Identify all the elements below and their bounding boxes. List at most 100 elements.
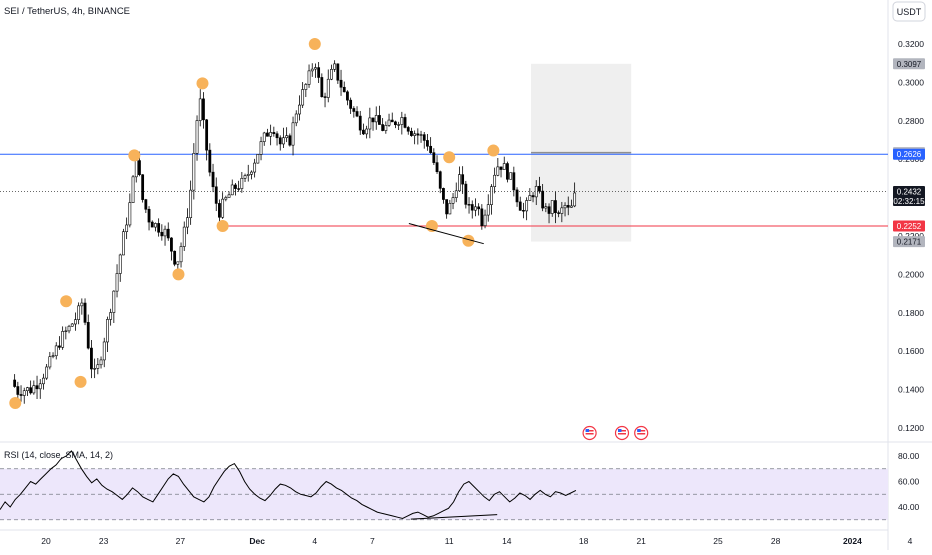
candle-down [160,231,164,237]
candle-down [426,140,429,147]
candle-up [93,368,97,370]
candle-down [355,111,359,117]
candle-up [246,174,250,176]
us-flag-icon-canton [637,429,641,432]
candle-down [362,129,365,135]
pivot-marker[interactable] [9,397,22,410]
candle-down [278,137,282,145]
candle-down [461,174,465,185]
candle-down [429,145,433,153]
box-bottom-tag[interactable] [893,236,925,248]
candle-up [387,119,391,126]
candle-up [397,124,401,126]
candle-down [141,174,145,200]
candle-up [48,356,52,368]
us-flag-icon[interactable] [614,425,630,441]
candle-down [346,91,349,101]
candle-up [483,214,487,227]
candle-up [253,162,257,173]
candle-down [358,115,362,131]
price-tick-label: 0.3000 [898,77,924,87]
pivot-marker[interactable] [487,144,500,157]
us-flag-icon-canton [585,429,590,432]
candle-down [512,172,516,191]
currency-label[interactable]: USDT [897,7,922,17]
box-top-tag[interactable] [893,58,925,70]
pivot-marker[interactable] [443,151,456,164]
candle-up [285,135,289,139]
candle-down [336,63,340,81]
candle-up [67,325,71,332]
candle-down [35,385,39,390]
candle-up [374,115,378,123]
candle-up [64,330,68,332]
candle-up [384,125,388,131]
candle-down [435,162,439,173]
candle-down [406,127,410,132]
resistance-tag[interactable] [893,148,925,160]
candle-down [288,135,292,146]
last-price-tag[interactable] [893,185,925,206]
candle-up [42,377,45,385]
pivot-marker[interactable] [60,295,73,308]
pivot-marker[interactable] [216,220,229,233]
candle-down [234,184,237,189]
support-tag[interactable] [893,220,925,232]
candle-down [16,386,20,395]
time-tick-label: 20 [41,536,51,546]
candle-up [310,68,314,72]
candle-up [486,204,490,216]
us-flag-icon[interactable] [634,425,649,441]
candle-down [531,195,535,198]
candle-up [496,166,500,176]
candle-up [118,254,122,274]
pivot-marker[interactable] [74,375,87,388]
candle-up [61,331,65,348]
pivot-marker[interactable] [462,234,475,247]
rsi-title: RSI (14, close, SMA, 14, 2) [4,450,113,460]
candle-down [541,190,545,209]
candle-up [176,261,180,265]
candle-down [266,132,269,137]
candle-up [125,224,129,232]
candle-up [294,113,298,124]
pivot-marker[interactable] [308,38,321,50]
candle-up [74,319,77,325]
candle-up [198,98,202,121]
candle-up [570,205,573,208]
candle-up [182,226,186,247]
candle-down [470,204,474,211]
rsi-trendline[interactable] [410,514,498,520]
time-tick-label: 14 [502,536,512,546]
candle-down [86,322,90,349]
candle-up [528,195,532,201]
pivot-marker[interactable] [172,268,185,281]
currency-button[interactable]: USDT [892,1,926,22]
pivot-marker[interactable] [128,149,141,162]
candle-down [422,134,426,141]
candle-up [45,366,49,379]
candle-down [170,237,173,252]
candle-up [458,174,461,192]
candle-down [29,387,33,394]
candle-up [99,359,103,366]
candle-up [326,78,330,98]
rsi-line[interactable] [0,450,577,520]
candle-down [499,166,503,170]
support-tag-label: 0.2252 [897,222,922,231]
candle-up [474,206,477,211]
us-flag-icon[interactable] [582,425,597,441]
candle-up [96,364,100,369]
trendline[interactable] [408,223,484,245]
candle-down [83,302,87,323]
candle-up [80,302,84,307]
candle-down [515,189,519,203]
last-price-tag-label: 0.2432 [897,187,922,196]
candle-down [349,99,353,109]
candle-down [19,394,23,396]
candle-up [330,69,333,80]
candle-down [477,206,481,210]
pivot-marker[interactable] [196,77,209,90]
